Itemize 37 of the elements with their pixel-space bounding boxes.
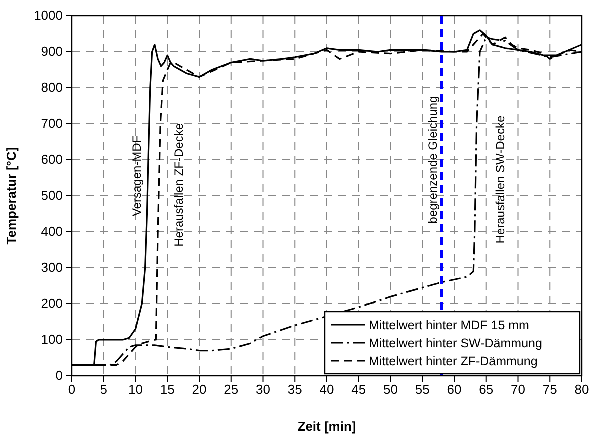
annotation: Herausfallen ZF-Decke [172,123,186,247]
y-tick-label: 1000 [34,8,63,24]
y-tick-label: 700 [41,116,63,132]
y-tick-label: 500 [41,188,63,204]
y-axis-title: Temperatur [°C] [4,147,19,245]
x-tick-label: 35 [288,382,302,398]
x-tick-label: 0 [68,382,76,398]
y-tick-label: 100 [41,332,63,348]
x-tick-label: 25 [224,382,239,398]
x-tick-label: 5 [100,382,108,398]
x-axis-title: Zeit [min] [298,419,356,434]
y-tick-label: 200 [41,296,63,312]
y-tick-label: 0 [56,368,63,384]
y-tick-label: 800 [41,80,63,96]
x-tick-label: 65 [479,382,494,398]
x-tick-label: 70 [511,382,526,398]
x-tick-label: 50 [384,382,398,398]
x-tick-label: 80 [574,382,590,398]
x-tick-label: 15 [160,382,175,398]
y-tick-label: 600 [41,152,63,168]
x-tick-label: 75 [542,382,558,398]
y-tick-label: 900 [41,44,63,60]
y-tick-label: 300 [41,260,63,276]
x-tick-label: 30 [256,382,270,398]
ref-line-label: begrenzende Gleichung [426,96,440,224]
annotation: Herausfallen SW-Decke [493,116,508,244]
x-tick-label: 60 [447,382,462,398]
legend-label: Mittelwert hinter MDF 15 mm [369,318,530,332]
x-tick-label: 20 [192,382,207,398]
legend-label: Mittelwert hinter SW-Dämmung [369,336,542,350]
legend-label: Mittelwert hinter ZF-Dämmung [369,354,538,368]
x-tick-label: 55 [415,382,430,398]
annotation: Versagen-MDF [130,136,144,217]
y-tick-label: 400 [41,224,63,240]
x-tick-label: 10 [128,382,143,398]
x-tick-label: 45 [352,382,366,398]
x-tick-label: 40 [320,382,334,398]
